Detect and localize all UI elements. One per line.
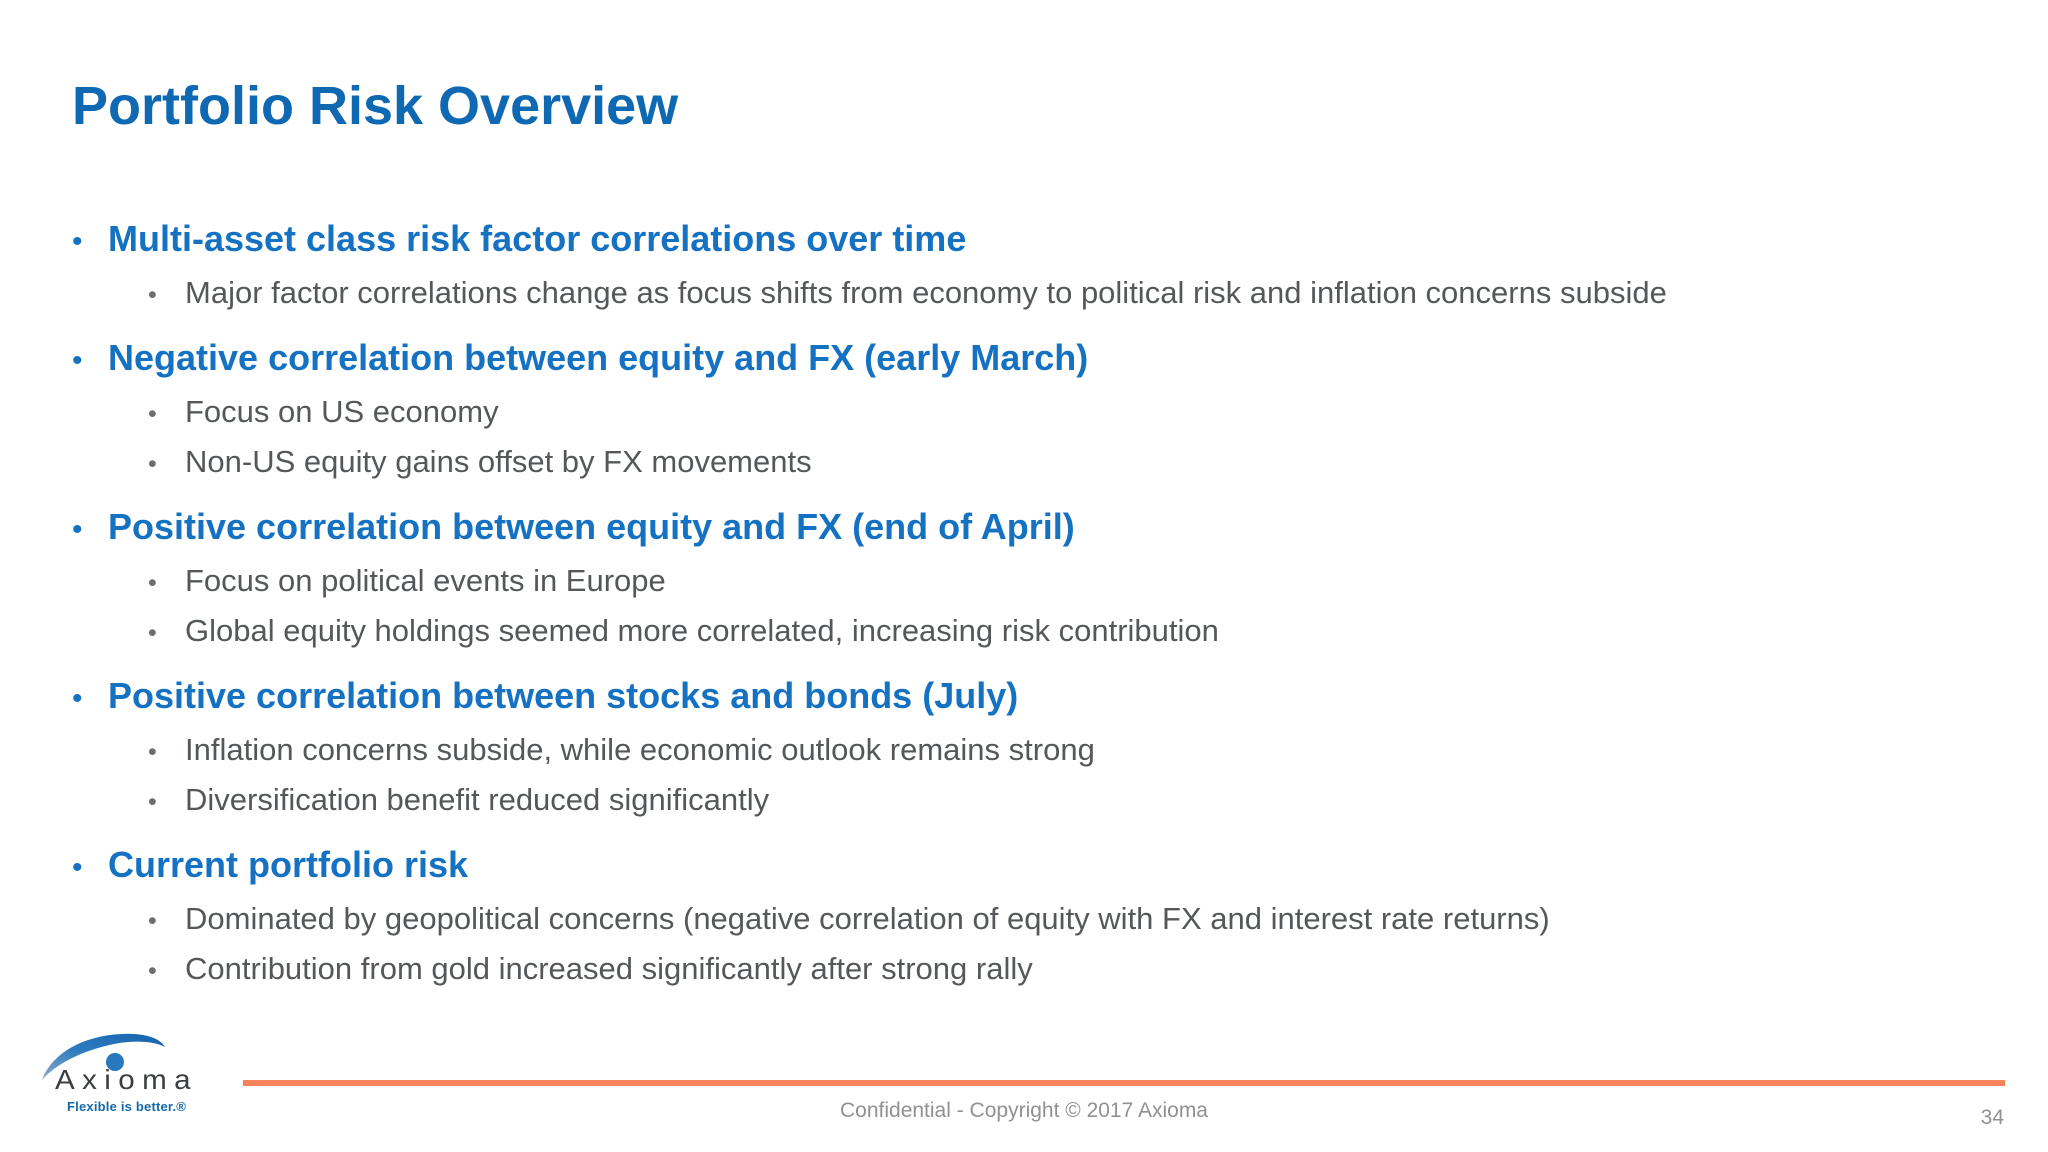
bullet-section: • Multi-asset class risk factor correlat… bbox=[72, 212, 1952, 319]
footer-divider bbox=[243, 1080, 2005, 1086]
sub-bullet-row: • Contribution from gold increased signi… bbox=[148, 945, 1952, 995]
sub-bullet-icon: • bbox=[148, 450, 157, 478]
bullet-list: • Multi-asset class risk factor correlat… bbox=[72, 212, 1952, 995]
sub-bullet-icon: • bbox=[148, 281, 157, 309]
bullet-icon: • bbox=[72, 344, 83, 377]
sub-bullet-text: Diversification benefit reduced signific… bbox=[185, 782, 770, 817]
bullet-heading-row: • Current portfolio risk bbox=[72, 838, 1952, 895]
sub-bullet-row: • Focus on political events in Europe bbox=[148, 557, 1952, 607]
sub-bullet-icon: • bbox=[148, 569, 157, 597]
sub-bullet-icon: • bbox=[148, 400, 157, 428]
sub-bullet-row: • Global equity holdings seemed more cor… bbox=[148, 607, 1952, 657]
bullet-icon: • bbox=[72, 225, 83, 258]
bullet-heading: Negative correlation between equity and … bbox=[108, 337, 1089, 378]
sub-bullet-text: Contribution from gold increased signifi… bbox=[185, 951, 1033, 986]
sub-bullet-text: Major factor correlations change as focu… bbox=[185, 275, 1667, 310]
bullet-icon: • bbox=[72, 851, 83, 884]
sub-bullet-text: Non-US equity gains offset by FX movemen… bbox=[185, 444, 812, 479]
axioma-swoosh-icon bbox=[42, 1033, 165, 1080]
sub-bullet-text: Global equity holdings seemed more corre… bbox=[185, 613, 1219, 648]
bullet-heading: Positive correlation between stocks and … bbox=[108, 675, 1019, 716]
sub-bullet-row: • Focus on US economy bbox=[148, 388, 1952, 438]
page-number: 34 bbox=[1980, 1106, 2004, 1129]
sub-bullet-row: • Major factor correlations change as fo… bbox=[148, 269, 1952, 319]
logo-tagline: Flexible is better.® bbox=[67, 1099, 186, 1114]
bullet-heading-row: • Negative correlation between equity an… bbox=[72, 331, 1952, 388]
footer-confidential-text: Confidential - Copyright © 2017 Axioma bbox=[839, 1099, 1208, 1122]
sub-bullet-text: Focus on political events in Europe bbox=[185, 563, 666, 598]
bullet-section: • Positive correlation between equity an… bbox=[72, 500, 1952, 657]
bullet-section: • Current portfolio risk • Dominated by … bbox=[72, 838, 1952, 995]
sub-bullet-row: • Dominated by geopolitical concerns (ne… bbox=[148, 895, 1952, 945]
sub-bullet-icon: • bbox=[148, 738, 157, 766]
sub-bullet-icon: • bbox=[148, 619, 157, 647]
bullet-section: • Negative correlation between equity an… bbox=[72, 331, 1952, 488]
bullet-heading-row: • Positive correlation between stocks an… bbox=[72, 669, 1952, 726]
axioma-orbit-dot-icon bbox=[106, 1053, 124, 1071]
sub-bullet-icon: • bbox=[148, 907, 157, 935]
axioma-logo: Axioma Flexible is better.® bbox=[42, 1033, 198, 1114]
bullet-heading-row: • Multi-asset class risk factor correlat… bbox=[72, 212, 1952, 269]
bullet-heading-row: • Positive correlation between equity an… bbox=[72, 500, 1952, 557]
sub-bullet-row: • Diversification benefit reduced signif… bbox=[148, 776, 1952, 826]
logo-wordmark: Axioma bbox=[55, 1064, 198, 1095]
bullet-heading: Positive correlation between equity and … bbox=[108, 506, 1075, 547]
bullet-heading: Current portfolio risk bbox=[108, 844, 469, 885]
sub-bullet-row: • Inflation concerns subside, while econ… bbox=[148, 726, 1952, 776]
bullet-icon: • bbox=[72, 682, 83, 715]
sub-bullet-text: Focus on US economy bbox=[185, 394, 499, 429]
sub-bullet-icon: • bbox=[148, 957, 157, 985]
page-title: Portfolio Risk Overview bbox=[72, 76, 679, 137]
sub-bullet-row: • Non-US equity gains offset by FX movem… bbox=[148, 438, 1952, 488]
sub-bullet-text: Inflation concerns subside, while econom… bbox=[185, 732, 1095, 767]
sub-bullet-text: Dominated by geopolitical concerns (nega… bbox=[185, 901, 1550, 936]
bullet-section: • Positive correlation between stocks an… bbox=[72, 669, 1952, 826]
bullet-heading: Multi-asset class risk factor correlatio… bbox=[108, 218, 967, 259]
sub-bullet-icon: • bbox=[148, 788, 157, 816]
bullet-icon: • bbox=[72, 513, 83, 546]
